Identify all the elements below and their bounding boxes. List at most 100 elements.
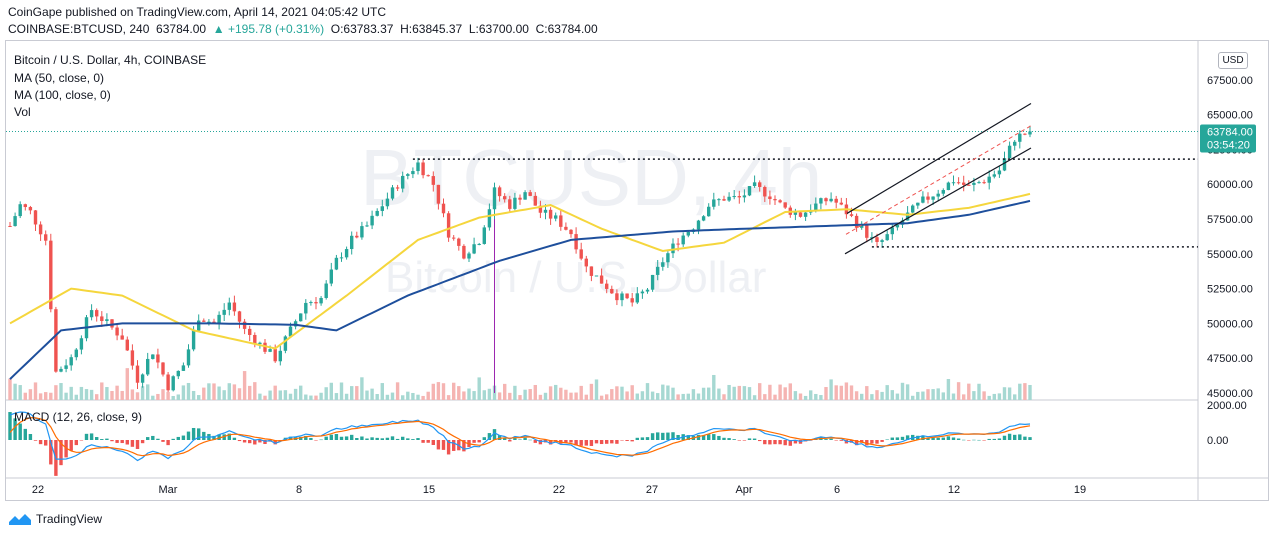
macd-histogram-bar xyxy=(385,437,390,440)
volume-bar xyxy=(737,385,741,400)
macd-histogram-bar xyxy=(1002,435,1007,440)
candle-body xyxy=(727,196,731,201)
volume-bar xyxy=(707,387,711,400)
volume-bar xyxy=(248,385,252,400)
macd-histogram-bar xyxy=(763,440,767,445)
volume-bar xyxy=(197,395,201,400)
candle-body xyxy=(324,283,328,298)
volume-bar xyxy=(146,384,150,400)
volume-bar xyxy=(186,382,191,400)
candle-body xyxy=(696,220,701,230)
volume-bar xyxy=(559,387,563,400)
volume-bar xyxy=(686,393,690,400)
volume-bar xyxy=(115,385,119,400)
price-tick-label: 52500.00 xyxy=(1207,284,1253,296)
candle-body xyxy=(538,205,543,213)
volume-bar xyxy=(49,392,53,400)
volume-bar xyxy=(360,377,364,400)
time-tick-label: 22 xyxy=(32,484,44,496)
macd-histogram-bar xyxy=(181,435,186,440)
volume-bar xyxy=(554,384,558,400)
legend-ma50[interactable]: MA (50, close, 0) xyxy=(14,71,105,85)
macd-histogram-bar xyxy=(900,436,905,440)
volume-bar xyxy=(350,386,354,400)
macd-histogram-bar xyxy=(834,440,838,441)
candle-body xyxy=(895,224,900,228)
candle-body xyxy=(319,297,323,304)
volume-bar xyxy=(232,384,237,400)
volume-bar xyxy=(758,383,762,400)
macd-histogram-bar xyxy=(304,435,308,440)
macd-histogram-bar xyxy=(630,440,634,442)
candle-body xyxy=(130,350,135,366)
candle-body xyxy=(38,224,43,235)
macd-histogram-bar xyxy=(1018,434,1022,440)
legend-title: Bitcoin / U.S. Dollar, 4h, COINBASE xyxy=(14,53,207,67)
candle-body xyxy=(548,209,553,219)
macd-histogram-bar xyxy=(941,437,945,440)
volume-bar xyxy=(574,392,578,400)
candle-body xyxy=(273,349,277,362)
macd-histogram-bar xyxy=(783,440,787,446)
tradingview-logo-icon xyxy=(9,514,31,525)
candle-body xyxy=(803,212,808,217)
volume-bar xyxy=(599,395,604,400)
volume-bar xyxy=(217,386,221,400)
legend-vol[interactable]: Vol xyxy=(14,105,31,119)
macd-histogram-bar xyxy=(8,412,12,440)
volume-bar xyxy=(288,393,293,400)
macd-histogram-bar xyxy=(33,440,38,441)
volume-bar xyxy=(44,392,48,400)
macd-histogram-bar xyxy=(936,437,940,440)
volume-bar xyxy=(951,393,956,400)
price-tick-label: 60000.00 xyxy=(1207,179,1253,191)
volume-bar xyxy=(528,389,532,400)
volume-bar xyxy=(819,395,823,400)
volume-bar xyxy=(314,395,318,400)
macd-histogram-bar xyxy=(253,440,257,445)
macd-histogram-bar xyxy=(890,437,894,440)
candle-body xyxy=(436,184,441,204)
candle-body xyxy=(1023,133,1027,135)
candle-body xyxy=(227,302,231,310)
macd-histogram-bar xyxy=(661,432,665,440)
macd-histogram-bar xyxy=(701,435,706,440)
macd-histogram-bar xyxy=(589,440,594,446)
candle-body xyxy=(120,335,124,340)
candle-body xyxy=(829,198,833,202)
volume-bar xyxy=(987,395,991,400)
macd-histogram-bar xyxy=(232,437,237,440)
macd-histogram-bar xyxy=(773,440,777,445)
volume-bar xyxy=(681,393,685,400)
candle-body xyxy=(967,184,971,186)
candle-body xyxy=(758,182,762,187)
macd-histogram-bar xyxy=(926,437,930,440)
macd-histogram-bar xyxy=(569,440,573,443)
macd-histogram-bar xyxy=(931,437,935,440)
macd-histogram-bar xyxy=(100,439,104,440)
candle-body xyxy=(650,274,655,290)
candle-body xyxy=(166,374,170,391)
chart-frame[interactable] xyxy=(5,40,1269,501)
macd-histogram-bar xyxy=(778,440,782,445)
volume-bar xyxy=(28,389,33,400)
legend-macd[interactable]: MACD (12, 26, close, 9) xyxy=(14,410,143,424)
currency-button[interactable]: USD xyxy=(1218,52,1248,69)
candle-body xyxy=(452,237,456,239)
volume-bar xyxy=(594,379,599,400)
candle-body xyxy=(635,293,639,303)
candle-body xyxy=(860,225,864,228)
macd-histogram-bar xyxy=(722,437,726,440)
candle-body xyxy=(105,319,109,321)
volume-bar xyxy=(395,382,400,400)
candle-body xyxy=(69,357,73,366)
candle-body xyxy=(686,231,690,236)
legend-ma100[interactable]: MA (100, close, 0) xyxy=(14,88,111,102)
volume-bar xyxy=(59,383,63,400)
candle-body xyxy=(355,235,359,238)
macd-histogram-bar xyxy=(28,434,33,440)
volume-bar xyxy=(696,393,701,400)
publisher-line: CoinGape published on TradingView.com, A… xyxy=(8,5,387,19)
macd-histogram-bar xyxy=(523,437,527,440)
